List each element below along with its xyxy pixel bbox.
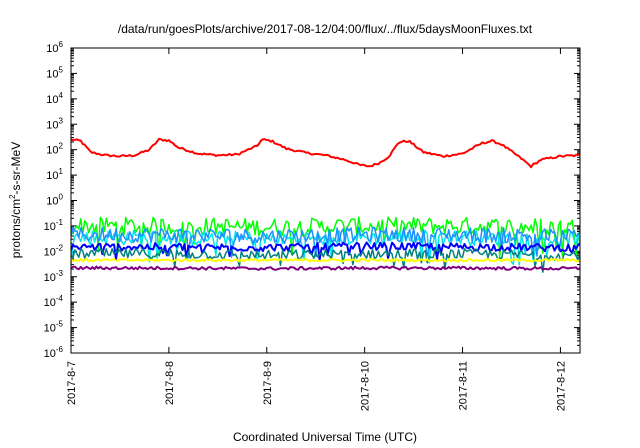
y-tick-exp: 3 bbox=[59, 116, 64, 125]
y-tick-exp: -1 bbox=[56, 218, 64, 227]
y-axis-label-exp: 2 bbox=[8, 194, 17, 199]
y-tick-base: 10 bbox=[46, 43, 58, 55]
y-tick-label: 10-3 bbox=[44, 269, 64, 284]
y-tick-label: 102 bbox=[46, 142, 63, 157]
y-axis-label: protons/cm2-s-sr-MeV bbox=[8, 142, 23, 258]
y-tick-exp: 0 bbox=[59, 193, 64, 202]
y-tick-label: 10-2 bbox=[44, 243, 64, 258]
y-axis-label-main: protons/cm bbox=[9, 199, 23, 258]
y-tick-label: 106 bbox=[46, 40, 63, 55]
x-tick-label: 2017-8-10 bbox=[360, 361, 372, 411]
series-line-3 bbox=[71, 226, 580, 259]
y-tick-label: 10-6 bbox=[44, 345, 64, 360]
plot-series bbox=[71, 137, 580, 273]
y-tick-label: 10-5 bbox=[44, 320, 64, 335]
x-axis-label: Coordinated Universal Time (UTC) bbox=[233, 430, 417, 444]
y-tick-label: 103 bbox=[46, 116, 63, 131]
series-line-1 bbox=[71, 216, 580, 259]
y-tick-exp: 5 bbox=[59, 65, 64, 74]
x-tick-label: 2017-8-11 bbox=[458, 361, 470, 410]
y-tick-base: 10 bbox=[46, 68, 58, 80]
y-tick-label: 10-1 bbox=[44, 218, 64, 233]
x-tick-label: 2017-8-7 bbox=[66, 361, 78, 405]
y-tick-base: 10 bbox=[44, 348, 56, 360]
y-tick-base: 10 bbox=[44, 323, 56, 335]
y-tick-base: 10 bbox=[44, 246, 56, 258]
y-tick-base: 10 bbox=[46, 170, 58, 182]
y-tick-exp: 1 bbox=[59, 167, 64, 176]
y-tick-exp: 2 bbox=[59, 142, 64, 151]
x-tick-label: 2017-8-9 bbox=[262, 361, 274, 405]
y-axis-label-rest: -s-sr-MeV bbox=[9, 142, 23, 195]
series-line-0 bbox=[71, 137, 580, 169]
y-tick-exp: -3 bbox=[56, 269, 64, 278]
x-tick-label: 2017-8-12 bbox=[555, 361, 567, 411]
chart-title: /data/run/goesPlots/archive/2017-08-12/0… bbox=[118, 22, 533, 36]
y-tick-exp: -2 bbox=[56, 243, 64, 252]
y-tick-label: 104 bbox=[46, 91, 63, 106]
y-tick-label: 10-4 bbox=[44, 294, 64, 309]
y-tick-base: 10 bbox=[46, 94, 58, 106]
y-tick-label: 105 bbox=[46, 65, 63, 80]
y-tick-base: 10 bbox=[46, 196, 58, 208]
series-line-5 bbox=[71, 248, 580, 273]
series-line-7 bbox=[71, 265, 580, 271]
series-line-4 bbox=[71, 241, 580, 262]
y-axis-ticks: 10610510410310210110010-110-210-310-410-… bbox=[44, 40, 580, 360]
y-tick-label: 100 bbox=[46, 193, 63, 208]
series-line-6 bbox=[71, 257, 580, 263]
y-tick-base: 10 bbox=[46, 145, 58, 157]
y-tick-exp: 6 bbox=[59, 40, 64, 49]
y-tick-base: 10 bbox=[44, 221, 56, 233]
plot-frame bbox=[70, 47, 581, 354]
y-tick-exp: -6 bbox=[56, 345, 64, 354]
y-tick-base: 10 bbox=[46, 119, 58, 131]
x-tick-label: 2017-8-8 bbox=[164, 361, 176, 405]
y-tick-exp: -4 bbox=[56, 294, 64, 303]
y-tick-base: 10 bbox=[44, 272, 56, 284]
y-tick-exp: -5 bbox=[56, 320, 64, 329]
y-tick-label: 101 bbox=[46, 167, 63, 182]
y-tick-exp: 4 bbox=[59, 91, 64, 100]
x-axis-ticks: 2017-8-7 2017-8-8 2017-8-9 2017-8-10 2017-8-… bbox=[66, 48, 567, 411]
y-tick-base: 10 bbox=[44, 297, 56, 309]
